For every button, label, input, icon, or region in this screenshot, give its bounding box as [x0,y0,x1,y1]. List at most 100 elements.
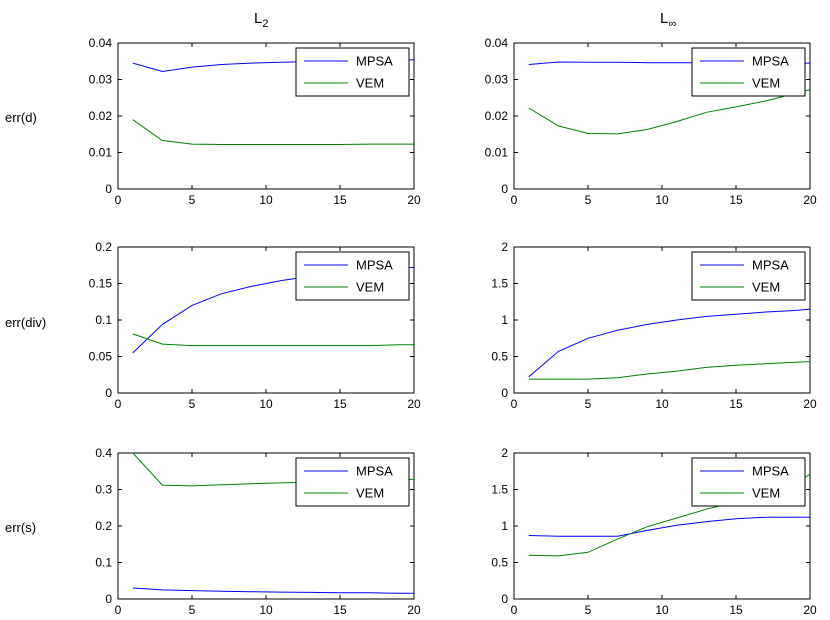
column-title-l2-sub: 2 [262,18,269,30]
chart-1-1-xtick-label: 0 [115,193,122,207]
chart-2-2-ytick-label: 1 [501,313,508,327]
chart-3-1-ytick-label: 0.3 [95,483,112,497]
chart-2-1-xtick-label: 0 [115,397,122,411]
chart-2-2-ytick-label: 0 [501,386,508,400]
chart-2-1-xtick-label: 20 [407,397,421,411]
chart-3-2-ytick-label: 0 [501,592,508,606]
column-title-linf-base: L [660,10,669,27]
column-title-linf: L∞ [660,10,676,30]
chart-3-2-xtick-label: 10 [655,603,669,617]
chart-2-1-xtick-label: 5 [189,397,196,411]
chart-3-1: 0 5 10 15 20 0 0.1 0.2 0.3 0.4 MPSA VEM [95,446,421,617]
chart-3-1-ytick-label: 0.4 [95,446,112,460]
chart-3-1-line-mpsa [132,587,414,594]
chart-2-1-xtick-label: 10 [259,397,273,411]
chart-2-2-xtick-label: 0 [511,397,518,411]
chart-2-2: 0 5 10 15 20 0 0.5 1 1.5 2 MPSA VEM [491,240,817,411]
chart-3-2-xtick-label: 0 [511,603,518,617]
chart-1-2-xtick-label: 0 [511,193,518,207]
chart-3-2-legend-box [691,457,806,507]
chart-2-2-ytick-label: 0.5 [491,350,508,364]
row-label-err-d: err(d) [5,110,37,125]
chart-1-2-ytick-label: 0.02 [485,109,509,123]
chart-3-2-ytick-label: 1.5 [491,483,508,497]
chart-1-2-xtick-label: 5 [585,193,592,207]
chart-3-1-xtick-label: 5 [189,603,196,617]
chart-2-2-line-vem [528,361,810,380]
chart-1-1-ytick-label: 0.02 [89,109,113,123]
chart-1-1-xtick-label: 15 [333,193,347,207]
chart-2-1-line-vem [132,333,414,347]
column-title-linf-sub: ∞ [668,18,677,30]
column-title-l2-base: L [254,10,263,27]
chart-1-1-ytick-label: 0.01 [89,146,113,160]
chart-2-1-legend-box [295,251,410,301]
chart-1-1-ytick-label: 0.03 [89,73,113,87]
chart-3-2-xtick-label: 15 [729,603,743,617]
chart-3-2-legend-label-vem: VEM [752,486,780,501]
chart-2-1-xtick-label: 15 [333,397,347,411]
chart-1-1-legend-label-mpsa: MPSA [356,54,393,69]
chart-1-1-line-vem [132,119,414,145]
chart-3-2-legend-label-mpsa: MPSA [752,464,789,479]
chart-2-2-xtick-label: 20 [803,397,817,411]
chart-3-1-xtick-label: 10 [259,603,273,617]
chart-1-1-ytick-label: 0.04 [89,36,113,50]
chart-2-2-line-mpsa [528,308,810,378]
chart-1-2-legend-label-mpsa: MPSA [752,54,789,69]
chart-3-2-xtick-label: 20 [803,603,817,617]
chart-1-1-xtick-label: 10 [259,193,273,207]
chart-1-2-xtick-label: 20 [803,193,817,207]
chart-1-2-legend-box [691,47,806,97]
chart-1-2-xtick-label: 10 [655,193,669,207]
chart-1-1-legend-box [295,47,410,97]
chart-3-2-ytick-label: 0.5 [491,556,508,570]
chart-3-1-ytick-label: 0 [105,592,112,606]
chart-1-1-xtick-label: 20 [407,193,421,207]
chart-2-1: 0 5 10 15 20 0 0.05 0.1 0.15 0.2 MPSA VEM [89,240,421,411]
chart-1-2: 0 5 10 15 20 0 0.01 0.02 0.03 0.04 MPSA VEM [485,36,817,207]
chart-3-1-xtick-label: 15 [333,603,347,617]
chart-1-2-line-vem [528,89,810,135]
chart-3-1-legend-label-vem: VEM [356,486,384,501]
chart-3-1-legend-label-mpsa: MPSA [356,464,393,479]
chart-3-2-ytick-label: 1 [501,519,508,533]
chart-1-1-xtick-label: 5 [189,193,196,207]
chart-3-2: 0 5 10 15 20 0 0.5 1 1.5 2 MPSA VEM [491,446,817,617]
chart-2-1-ytick-label: 0.1 [95,313,112,327]
chart-2-2-legend-box [691,251,806,301]
chart-2-1-ytick-label: 0.05 [89,350,113,364]
chart-1-2-ytick-label: 0 [501,182,508,196]
chart-3-1-xtick-label: 20 [407,603,421,617]
chart-2-1-ytick-label: 0 [105,386,112,400]
chart-2-1-ytick-label: 0.15 [89,277,113,291]
chart-1-1-ytick-label: 0 [105,182,112,196]
chart-3-1-ytick-label: 0.1 [95,556,112,570]
chart-2-1-ytick-label: 0.2 [95,240,112,254]
chart-3-1-ytick-label: 0.2 [95,519,112,533]
chart-1-1-legend-label-vem: VEM [356,76,384,91]
chart-3-1-xtick-label: 0 [115,603,122,617]
chart-1-2-ytick-label: 0.01 [485,146,509,160]
chart-1-2-xtick-label: 15 [729,193,743,207]
chart-3-2-xtick-label: 5 [585,603,592,617]
chart-1-2-ytick-label: 0.03 [485,73,509,87]
row-label-err-div: err(div) [5,315,47,330]
column-title-l2: L2 [254,10,268,30]
chart-2-2-legend-label-mpsa: MPSA [752,258,789,273]
chart-2-2-xtick-label: 10 [655,397,669,411]
chart-2-2-xtick-label: 15 [729,397,743,411]
chart-2-2-ytick-label: 1.5 [491,277,508,291]
chart-2-1-legend-label-vem: VEM [356,280,384,295]
chart-3-1-legend-box [295,457,410,507]
chart-2-2-legend-label-vem: VEM [752,280,780,295]
chart-2-1-legend-label-mpsa: MPSA [356,258,393,273]
row-label-err-s: err(s) [5,520,37,535]
chart-1-1: 0 5 10 15 20 0 0.01 0.02 0.03 0.04 MPSA VEM [89,36,421,207]
chart-1-2-legend-label-vem: VEM [752,76,780,91]
chart-2-2-xtick-label: 5 [585,397,592,411]
chart-1-2-ytick-label: 0.04 [485,36,509,50]
chart-3-2-ytick-label: 2 [501,446,508,460]
chart-2-2-ytick-label: 2 [501,240,508,254]
